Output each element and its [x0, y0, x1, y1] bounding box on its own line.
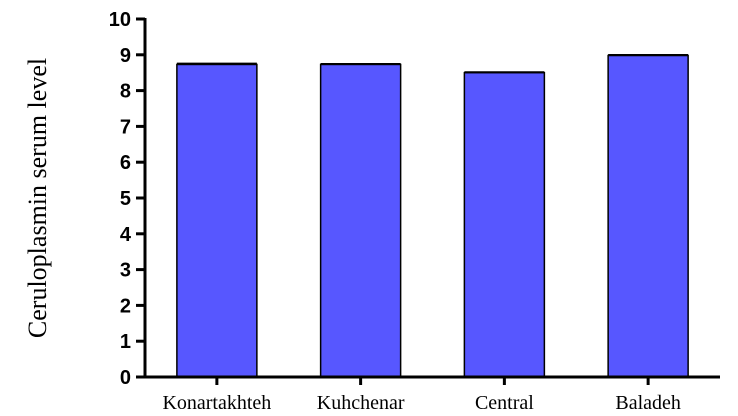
bar-central	[463, 71, 546, 378]
y-tick-label: 6	[120, 152, 131, 174]
x-tick-label: Baladeh	[615, 392, 681, 414]
y-tick-label: 1	[120, 331, 131, 353]
x-tick-label: Kuhchenar	[317, 392, 405, 414]
bar-konartakhteh	[176, 63, 258, 378]
x-ticks: Konartakhteh Kuhchenar Central Baladeh	[162, 377, 681, 414]
bar-kuhchenar	[319, 63, 402, 378]
y-tick-label: 4	[120, 224, 132, 246]
y-tick-label: 7	[120, 116, 131, 138]
y-tick-label: 10	[109, 9, 131, 31]
x-tick-label: Konartakhteh	[162, 392, 271, 414]
y-ticks: 0 1 2 3 4 5 6 7 8 9 10	[109, 9, 145, 389]
x-tick-label: Central	[475, 392, 534, 414]
y-tick-label: 5	[120, 188, 131, 210]
y-tick-label: 3	[120, 260, 131, 282]
bar-baladeh	[607, 54, 689, 378]
y-axis-title: Ceruloplasmin serum level	[23, 58, 52, 338]
bars	[176, 54, 689, 378]
y-tick-label: 2	[120, 295, 131, 317]
error-bars	[176, 54, 689, 73]
y-tick-label: 8	[120, 81, 131, 103]
y-tick-label: 0	[120, 367, 131, 389]
y-tick-label: 9	[120, 45, 131, 67]
